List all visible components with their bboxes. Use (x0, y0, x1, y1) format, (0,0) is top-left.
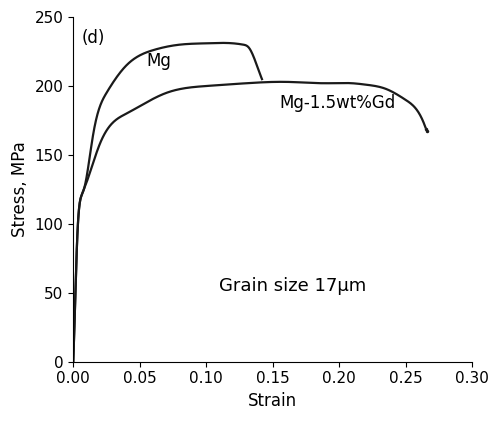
Text: Mg: Mg (146, 52, 171, 70)
Text: (d): (d) (81, 29, 104, 47)
Text: Grain size 17μm: Grain size 17μm (219, 277, 366, 295)
Text: Mg-1.5wt%Gd: Mg-1.5wt%Gd (280, 93, 396, 112)
Y-axis label: Stress, MPa: Stress, MPa (11, 141, 29, 237)
X-axis label: Strain: Strain (248, 392, 297, 410)
